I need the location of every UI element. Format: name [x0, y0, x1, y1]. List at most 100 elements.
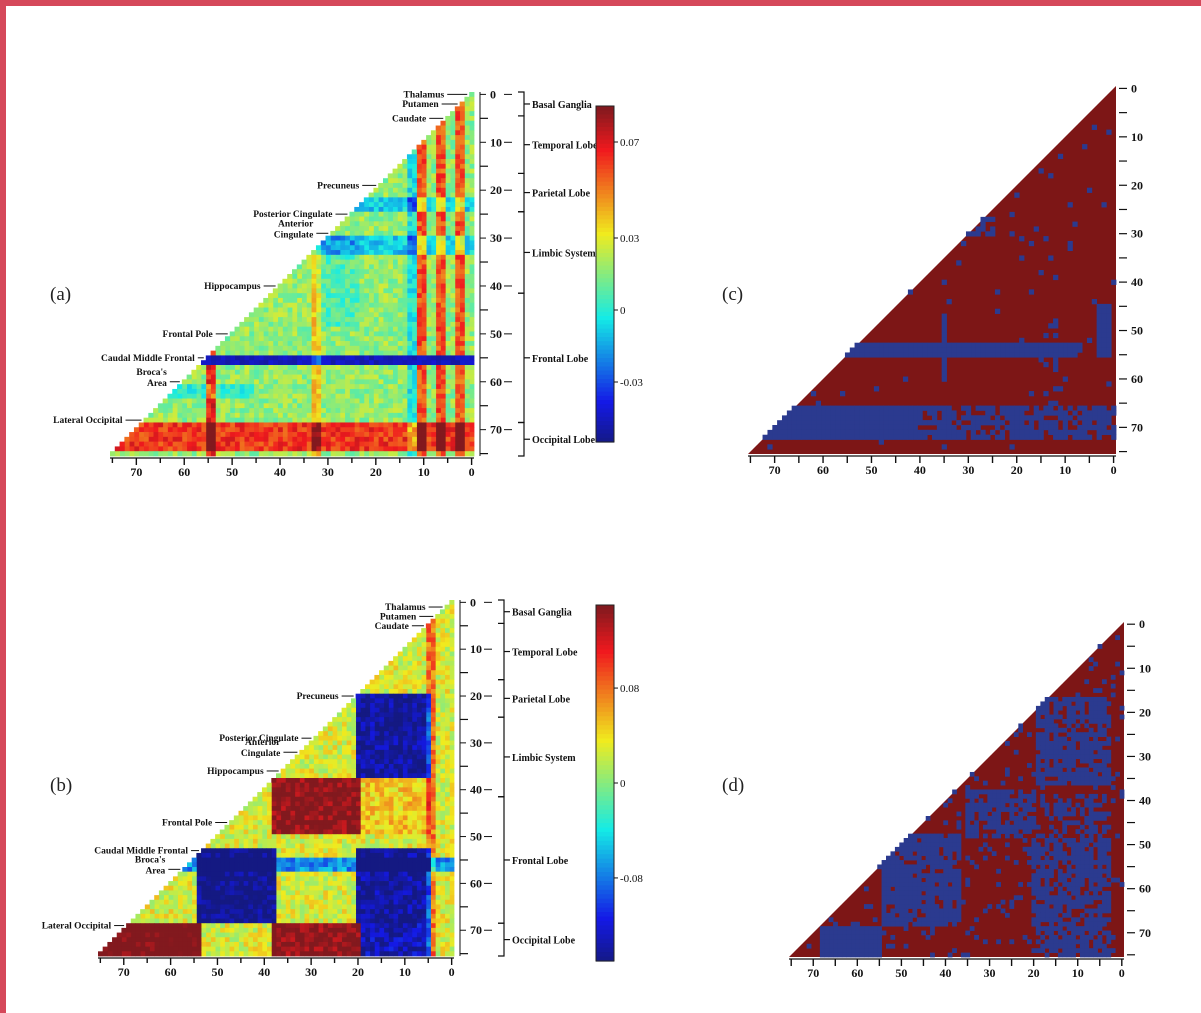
heatmap-cell	[365, 815, 371, 821]
heatmap-cell	[350, 735, 357, 741]
heatmap-cell	[469, 283, 475, 289]
heatmap-cell	[426, 144, 432, 150]
heatmap-cell	[430, 226, 437, 232]
heatmap-cell	[450, 331, 456, 337]
heatmap-cell	[220, 341, 226, 347]
heatmap-cell	[374, 810, 380, 816]
heatmap-cell	[363, 345, 370, 352]
heatmap-cell	[454, 341, 461, 347]
heatmap-cell	[454, 269, 461, 275]
heatmap-cell	[167, 408, 173, 414]
heatmap-cell	[308, 745, 314, 751]
heatmap-cell	[383, 665, 389, 671]
heatmap-cell	[350, 801, 357, 807]
heatmap-cell	[268, 355, 274, 361]
lobe-label: Frontal Lobe	[532, 354, 589, 365]
heatmap-cell	[406, 408, 413, 414]
heatmap-cell	[330, 393, 336, 399]
heatmap-cell	[393, 759, 399, 765]
heatmap-cell	[387, 384, 393, 390]
heatmap-cell	[301, 341, 307, 347]
heatmap-cell	[360, 749, 366, 755]
heatmap-cell	[406, 350, 413, 356]
heatmap-cell	[363, 307, 370, 313]
heatmap-cell	[304, 787, 310, 793]
heatmap-cell	[315, 326, 322, 332]
heatmap-cell	[363, 326, 370, 332]
heatmap-cell	[301, 451, 307, 457]
heatmap-cell	[287, 369, 293, 375]
heatmap-cell	[187, 871, 193, 877]
heatmap-cell	[406, 403, 413, 409]
heatmap-cell	[469, 403, 475, 409]
heatmap-cell	[349, 321, 355, 328]
heatmap-cell	[430, 637, 436, 643]
heatmap-cell	[318, 735, 324, 741]
heatmap-cell	[454, 417, 461, 423]
heatmap-cell	[374, 759, 380, 765]
heatmap-cell	[464, 350, 470, 356]
heatmap-cell	[469, 297, 475, 304]
heatmap-cell	[325, 360, 331, 366]
heatmap-cell	[425, 876, 431, 882]
heatmap-cell	[363, 264, 370, 270]
heatmap-cell	[224, 403, 231, 409]
heatmap-cell	[306, 297, 312, 304]
heatmap-cell	[349, 312, 355, 318]
heatmap-cell	[244, 403, 250, 409]
heatmap-cell	[449, 731, 455, 737]
heatmap-cell	[365, 703, 371, 709]
heatmap-cell	[248, 350, 255, 356]
heatmap-cell	[299, 829, 305, 835]
heatmap-cell	[402, 422, 408, 428]
heatmap-cell	[282, 345, 288, 352]
heatmap-cell	[469, 360, 475, 366]
heatmap-cell	[459, 384, 465, 390]
heatmap-cell	[354, 365, 360, 371]
heatmap-cell	[196, 422, 202, 428]
heatmap-cell	[421, 881, 427, 887]
heatmap-cell	[464, 408, 470, 414]
heatmap-cell	[454, 259, 461, 265]
heatmap-cell	[229, 441, 235, 447]
heatmap-cell	[355, 876, 361, 882]
heatmap-cell	[406, 154, 413, 160]
heatmap-cell	[459, 408, 465, 414]
heatmap-cell	[339, 441, 346, 447]
heatmap-cell	[253, 350, 259, 356]
region-label: Anterior	[278, 219, 314, 229]
heatmap-cell	[294, 773, 300, 779]
heatmap-cell	[336, 782, 342, 788]
heatmap-cell	[205, 422, 211, 428]
colorbar-segment	[596, 421, 614, 426]
heatmap-cell	[258, 384, 264, 390]
heatmap-cell	[416, 441, 422, 447]
heatmap-cell	[224, 398, 231, 404]
heatmap-cell	[350, 848, 357, 854]
heatmap-cell	[439, 787, 446, 793]
heatmap-cell	[373, 317, 379, 323]
heatmap-cell	[454, 278, 461, 284]
heatmap-cell	[271, 838, 277, 844]
heatmap-cell	[344, 341, 350, 347]
heatmap-cell	[325, 331, 331, 337]
heatmap-cell	[459, 269, 465, 275]
heatmap-cell	[450, 115, 456, 122]
heatmap-cell	[368, 278, 374, 284]
heatmap-cell	[215, 350, 221, 356]
heatmap-cell	[330, 326, 336, 332]
heatmap-cell	[435, 838, 441, 844]
heatmap-cell	[425, 867, 431, 873]
heatmap-cell	[459, 374, 465, 380]
heatmap-cell	[430, 321, 437, 328]
heatmap-cell	[440, 130, 446, 136]
heatmap-cell	[416, 726, 422, 732]
heatmap-cell	[247, 881, 253, 887]
heatmap-cell	[450, 202, 456, 208]
heatmap-cell	[411, 278, 417, 284]
heatmap-cell	[421, 221, 427, 227]
heatmap-cell	[368, 388, 374, 395]
heatmap-cell	[402, 881, 408, 887]
heatmap-cell	[359, 245, 365, 251]
heatmap-cell	[440, 374, 446, 380]
